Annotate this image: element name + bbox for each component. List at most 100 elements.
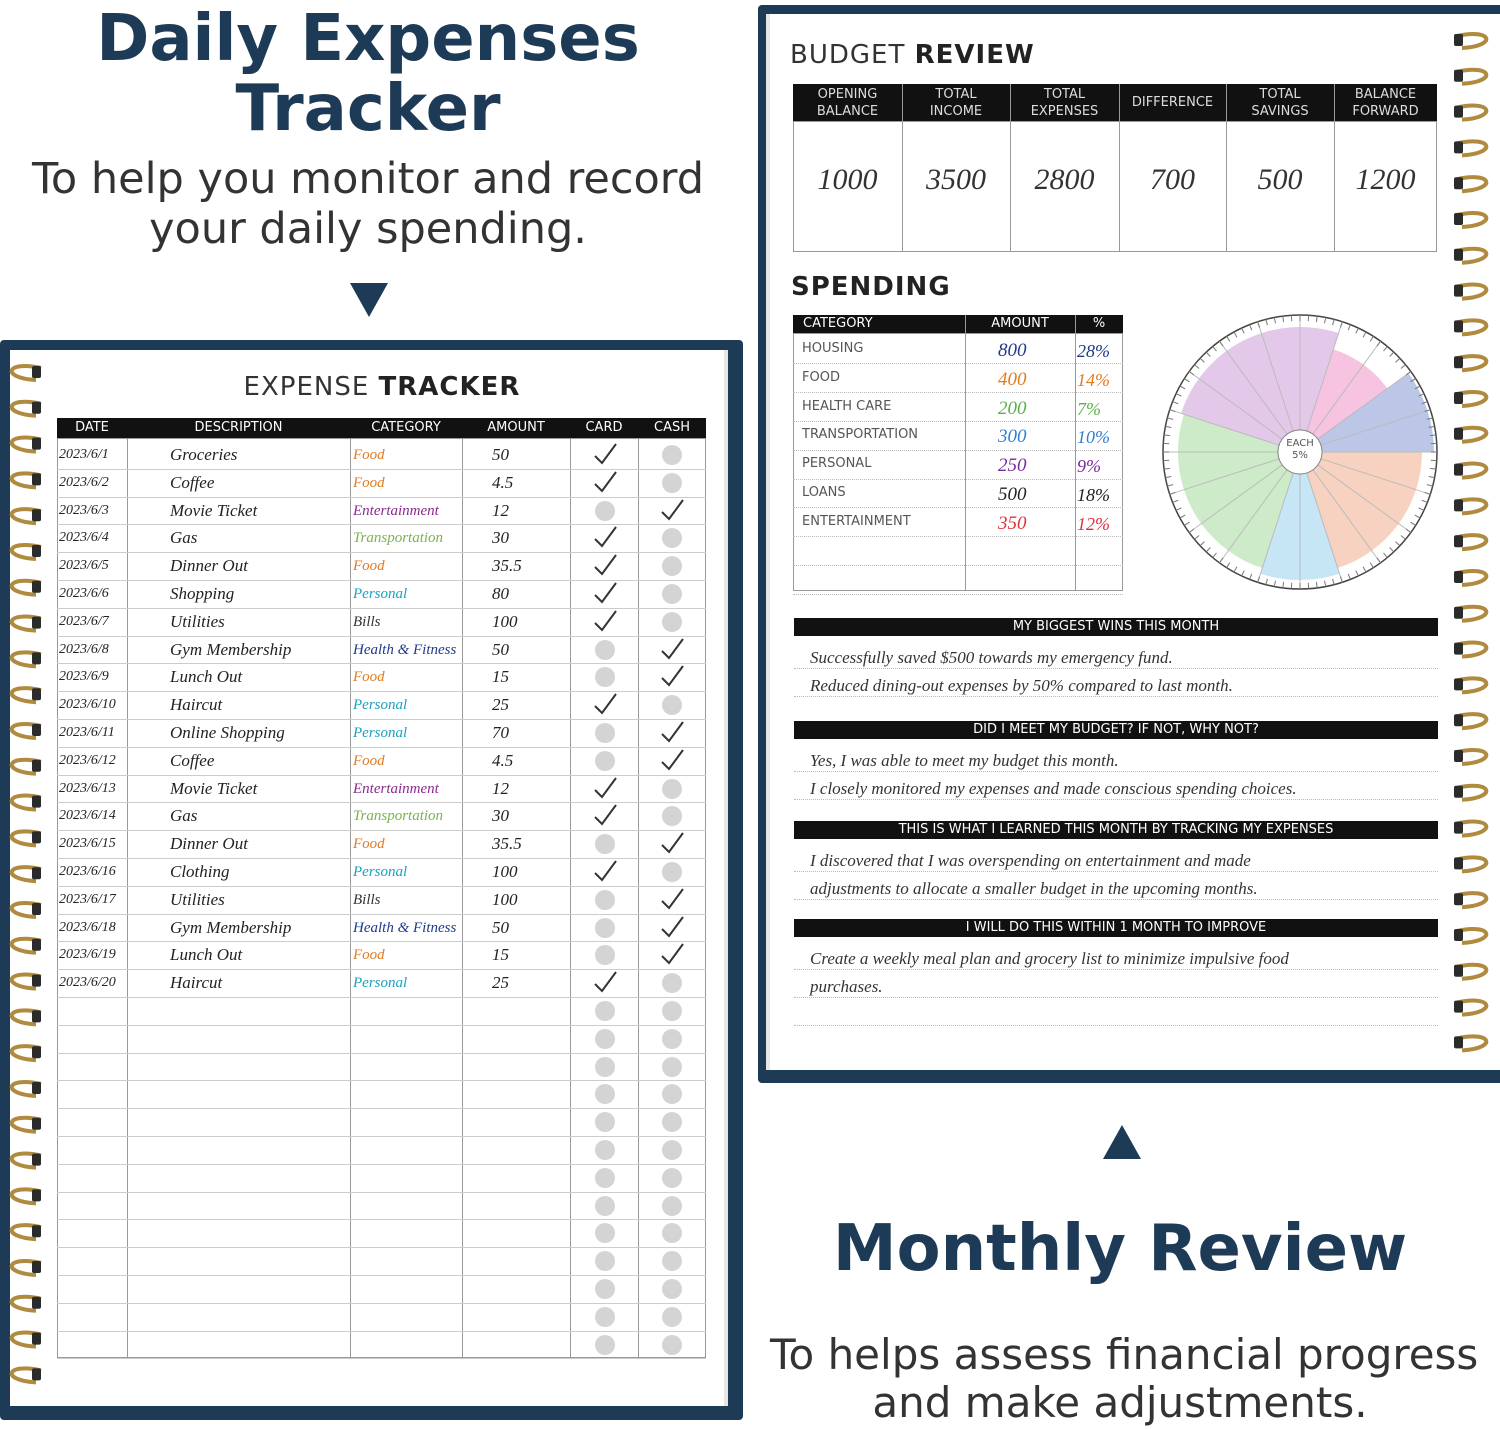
empty-circle — [662, 973, 682, 994]
spiral-hole — [1454, 141, 1463, 154]
empty-circle — [595, 917, 615, 938]
amount: 4.5 — [492, 750, 514, 770]
wheel-spoke — [1219, 469, 1288, 564]
row-line — [57, 802, 706, 804]
category: Entertainment — [353, 502, 439, 519]
amount: 80 — [492, 583, 509, 603]
circle — [662, 1195, 682, 1216]
column-divider — [965, 315, 966, 591]
amount: 100 — [492, 889, 518, 909]
date: 2023/6/1 — [59, 446, 109, 462]
section-bar — [794, 721, 1438, 739]
circle — [662, 973, 682, 994]
spiral-hole — [1454, 714, 1463, 727]
spiral-ring — [9, 1079, 42, 1098]
spiral-ring — [9, 471, 42, 490]
title-light: EXPENSE — [243, 372, 370, 402]
row-line — [57, 997, 706, 998]
row-line — [57, 468, 706, 470]
check-mark — [661, 749, 684, 771]
spiral-hole — [1454, 248, 1463, 261]
wheel-label: 5% — [1292, 450, 1308, 461]
row-line — [57, 774, 706, 776]
check-mark — [661, 665, 684, 687]
wheel-tick — [1199, 541, 1205, 547]
spiral-ring — [1456, 604, 1489, 623]
description: Haircut — [170, 695, 223, 715]
wheel-tick — [1179, 385, 1186, 390]
circle — [662, 1167, 682, 1188]
value: 500 — [1257, 163, 1303, 196]
wheel-spoke — [1169, 409, 1280, 446]
spiral-hole — [32, 867, 41, 880]
check-mark — [661, 721, 684, 743]
amount: 25 — [492, 695, 509, 715]
column-header: CATEGORY — [803, 316, 873, 331]
empty-circle — [595, 1084, 615, 1105]
row-line — [57, 830, 706, 832]
category: Health & Fitness — [353, 641, 457, 658]
empty-circle — [662, 1167, 682, 1188]
wheel-tick — [1233, 331, 1238, 338]
spiral-ring — [9, 578, 42, 597]
wheel-tick — [1421, 401, 1428, 405]
check-mark — [661, 637, 684, 660]
wheel-tick — [1429, 467, 1436, 470]
wheel-tick — [1169, 492, 1176, 495]
percent: 14% — [1077, 369, 1110, 390]
row-line — [793, 363, 1123, 365]
check — [594, 582, 617, 604]
wheel-tick — [1355, 327, 1359, 334]
spiral-ring — [1456, 891, 1489, 910]
column-header: AMOUNT — [487, 420, 545, 435]
row-line — [793, 478, 1123, 480]
spiral-ring — [9, 1223, 42, 1242]
spiral-ring — [1456, 103, 1489, 122]
wheel-tick — [1165, 425, 1172, 428]
circle — [662, 778, 682, 799]
wheel-tick — [1212, 346, 1217, 352]
section-bar — [794, 618, 1438, 636]
row-line — [57, 941, 706, 943]
row-line — [793, 420, 1123, 422]
empty-circle — [595, 1278, 615, 1299]
check-mark — [594, 526, 617, 548]
wheel-tick — [1219, 557, 1224, 564]
date: 2023/6/8 — [59, 641, 109, 657]
date: 2023/6/11 — [59, 724, 115, 740]
amount: 800 — [998, 340, 1027, 361]
spiral-hole — [32, 509, 41, 522]
column-divider — [902, 84, 903, 252]
check — [594, 776, 617, 799]
category: Entertainment — [353, 780, 439, 797]
handwritten-line: Successfully saved $500 towards my emerg… — [810, 648, 1173, 667]
spiral-ring — [9, 1008, 42, 1027]
wheel-spoke — [1306, 321, 1343, 432]
category: Personal — [353, 863, 408, 880]
wheel-tick — [1400, 535, 1406, 540]
spiral-ring — [1456, 139, 1489, 158]
date: 2023/6/20 — [59, 975, 116, 991]
date: 2023/6/6 — [59, 585, 109, 601]
writing-line — [794, 871, 1438, 872]
category: Food — [353, 474, 385, 491]
wheel-tick — [1167, 484, 1174, 487]
empty-circle — [595, 750, 615, 771]
column-header: BALANCE FORWARD — [1352, 86, 1419, 119]
spiral-hole — [32, 473, 41, 486]
arrow — [1103, 1125, 1141, 1159]
circle — [662, 528, 682, 549]
description: Groceries — [170, 444, 238, 464]
category: Transportation — [353, 808, 444, 825]
writing-line — [794, 799, 1438, 800]
section-bar — [794, 919, 1438, 937]
spiral-hole — [32, 1082, 41, 1094]
check-mark — [661, 832, 684, 854]
check-mark — [594, 971, 617, 993]
circle — [595, 1223, 615, 1244]
category: Food — [353, 836, 385, 853]
row-line — [57, 1136, 706, 1137]
check-mark — [594, 860, 617, 882]
spiral-hole — [32, 652, 41, 665]
